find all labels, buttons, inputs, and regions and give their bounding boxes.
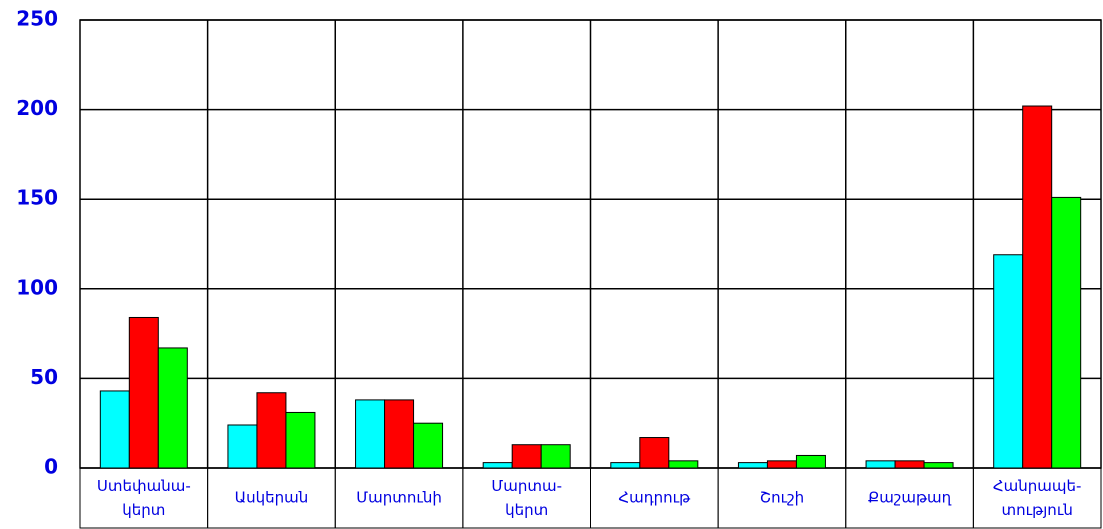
bar	[413, 422, 444, 469]
y-tick-label: 150	[16, 186, 58, 210]
x-tick-label-line: կերտ	[122, 501, 165, 519]
bar	[610, 462, 641, 469]
bar	[737, 462, 768, 469]
x-tick-label-line: Մարտա-	[491, 477, 562, 495]
bar	[227, 424, 258, 469]
bar	[639, 437, 670, 469]
category-box	[972, 467, 1102, 529]
bar	[285, 411, 316, 469]
x-tick-label: Մարտա-կերտ	[491, 477, 562, 519]
x-tick-label: Ստեփանա-կերտ	[97, 477, 191, 519]
bar	[668, 460, 699, 469]
bar	[1051, 196, 1082, 469]
bar	[482, 462, 513, 469]
bar	[894, 460, 925, 469]
bar	[128, 316, 159, 469]
bar	[1022, 105, 1053, 469]
x-tick-label-line: Ստեփանա-	[97, 477, 191, 495]
bar	[540, 444, 571, 469]
bar	[384, 399, 415, 469]
bar	[256, 392, 287, 469]
y-tick-label: 200	[16, 96, 58, 120]
bar	[923, 462, 954, 469]
y-tick-label: 0	[44, 455, 58, 479]
x-tick-label: Մարտունի	[356, 489, 442, 507]
y-tick-label: 100	[16, 275, 58, 299]
x-tick-label: Հանրապե-տություն	[993, 477, 1082, 519]
y-tick-label: 50	[30, 365, 58, 389]
bar	[511, 444, 542, 469]
bar	[865, 460, 896, 469]
x-tick-label-line: Հանրապե-	[993, 477, 1082, 495]
x-tick-label: Քաշաթաղ	[868, 489, 952, 507]
y-tick-label: 250	[16, 7, 58, 31]
x-tick-label-line: տություն	[1002, 501, 1073, 519]
x-tick-label: Շուշի	[760, 489, 804, 507]
bar	[795, 454, 826, 469]
bar	[355, 399, 386, 469]
bar	[99, 390, 130, 469]
x-tick-label-line: կերտ	[505, 501, 548, 519]
x-tick-label: Հադրութ	[618, 489, 691, 507]
x-tick-label: Ասկերան	[235, 489, 309, 507]
bar	[157, 347, 188, 469]
bar	[766, 460, 797, 469]
bar	[993, 254, 1024, 469]
